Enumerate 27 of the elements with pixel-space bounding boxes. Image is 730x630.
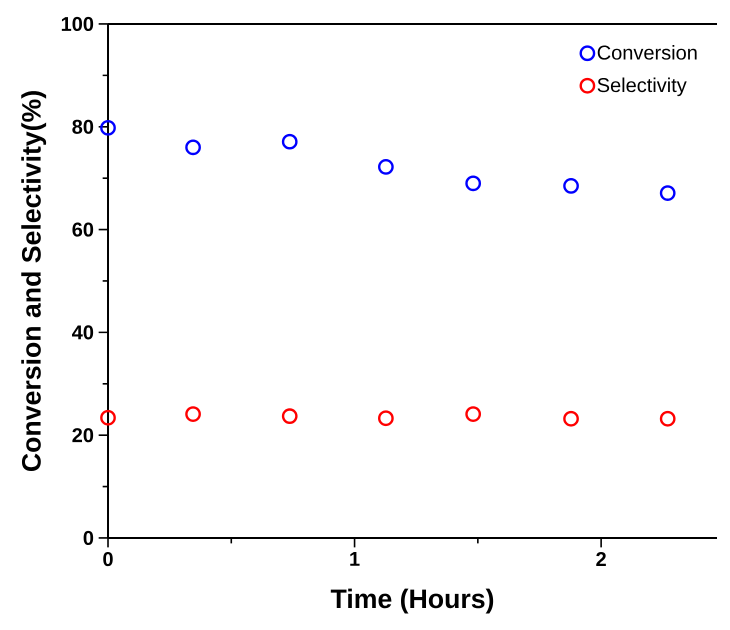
point <box>185 139 201 156</box>
point <box>378 410 394 426</box>
point <box>465 175 482 192</box>
y-tick-label: 60 <box>72 222 94 237</box>
point <box>660 185 676 201</box>
point <box>100 120 116 136</box>
y-tick-label: 100 <box>62 16 94 32</box>
point <box>563 178 579 194</box>
y-tick-label: 20 <box>72 428 94 442</box>
point <box>563 410 579 427</box>
point <box>465 406 482 422</box>
point <box>185 406 201 422</box>
x-tick-label: 2 <box>596 552 606 566</box>
legend-label: Selectivity <box>598 78 687 96</box>
point <box>282 134 298 150</box>
legend-label: Conversion <box>598 45 697 60</box>
point <box>660 410 676 427</box>
y-axis-title: Conversion and Selectivity(%) <box>21 91 46 472</box>
y-tick-label: 0 <box>84 530 94 546</box>
x-tick-label: 1 <box>350 552 360 566</box>
x-axis-title: Time (Hours) <box>330 588 494 614</box>
point <box>282 408 298 424</box>
x-tick-label: 0 <box>103 552 113 566</box>
point <box>378 159 394 175</box>
y-tick-label: 40 <box>72 325 94 340</box>
y-tick-label: 80 <box>72 120 94 134</box>
point <box>100 410 116 426</box>
